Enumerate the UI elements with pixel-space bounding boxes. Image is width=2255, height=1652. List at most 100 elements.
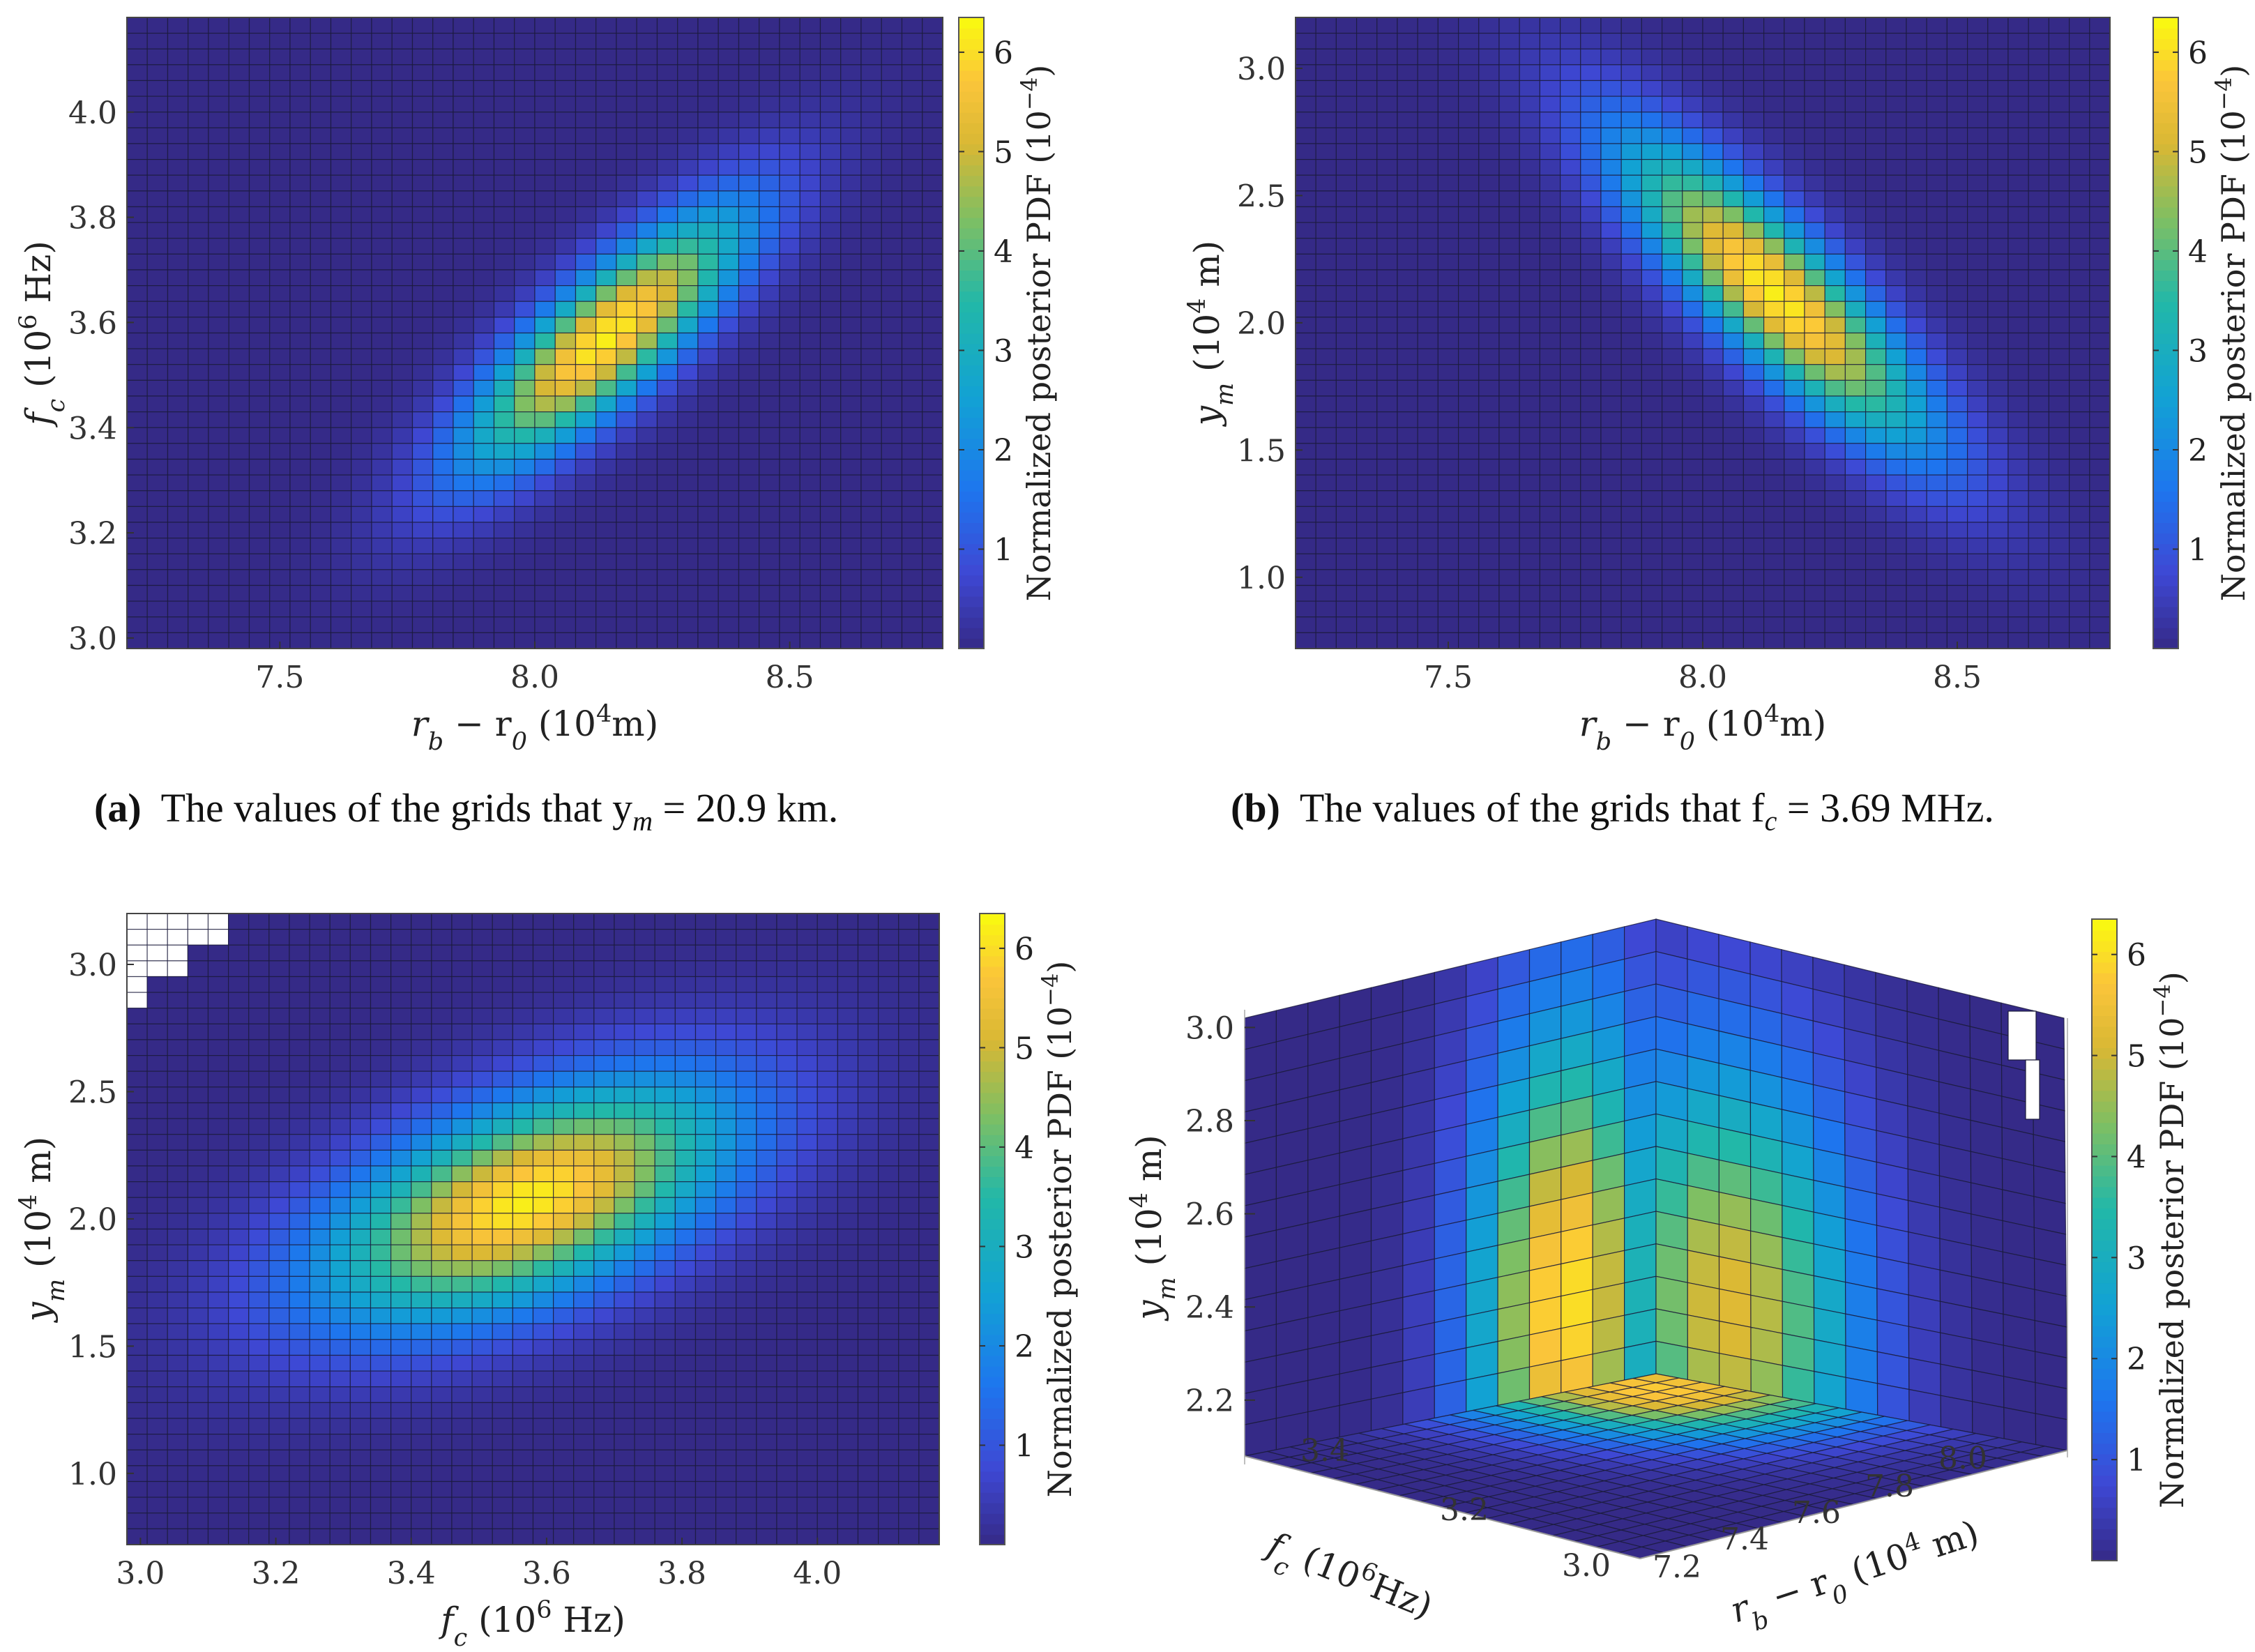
heatmap-cell: [1335, 222, 1358, 239]
heatmap-cell: [309, 1275, 331, 1293]
heatmap-cell: [738, 269, 760, 287]
heatmap-cell: [878, 1386, 899, 1403]
heatmap-cell: [837, 1354, 859, 1372]
heatmap-cell: [269, 269, 291, 287]
colorbar-band: [2153, 596, 2178, 607]
heatmap-cell: [738, 301, 760, 318]
heatmap-cell: [289, 913, 310, 930]
heatmap-cell: [330, 348, 352, 365]
heatmap-cell: [595, 332, 617, 349]
heatmap-cell: [512, 1181, 534, 1198]
heatmap-cell: [2007, 253, 2029, 271]
heatmap-cell: [391, 269, 413, 287]
heatmap-cell: [1539, 553, 1561, 570]
heatmap-cell: [453, 317, 474, 334]
heatmap-cell: [796, 944, 818, 962]
heatmap-cell: [881, 317, 903, 334]
heatmap-cell: [554, 522, 577, 539]
heatmap-cell: [349, 1244, 372, 1261]
heatmap-cell: [411, 474, 434, 492]
heatmap-cell: [167, 538, 189, 554]
heatmap-cell: [167, 411, 189, 428]
heatmap-cell: [1844, 553, 1867, 570]
heatmap-cell: [310, 96, 332, 113]
heatmap-cell: [573, 1055, 595, 1072]
heatmap-cell: [228, 538, 250, 554]
heatmap-cell: [310, 443, 332, 460]
heatmap-cell: [837, 1023, 859, 1040]
heatmap-cell: [573, 1354, 595, 1372]
heatmap-cell: [289, 1291, 310, 1309]
heatmap-cell: [799, 458, 821, 476]
heatmap-cell: [1600, 96, 1622, 113]
heatmap-cell: [857, 1513, 879, 1529]
heatmap-cell: [371, 522, 393, 539]
heatmap-cell: [1356, 364, 1378, 381]
heatmap-cell: [922, 474, 943, 492]
heatmap-cell: [616, 48, 637, 66]
heatmap-cell: [2007, 64, 2029, 82]
heatmap-cell: [918, 1070, 940, 1088]
colorbar-band: [959, 238, 984, 250]
heatmap-cell: [514, 506, 536, 523]
heatmap-cell: [614, 1039, 635, 1056]
heatmap-cell: [654, 1513, 676, 1529]
heatmap-cell: [1580, 364, 1602, 381]
heatmap-cell: [1376, 301, 1398, 318]
heatmap-cell: [674, 1465, 697, 1483]
heatmap-cell: [1742, 238, 1765, 255]
heatmap-cell: [534, 569, 556, 586]
heatmap-cell: [779, 490, 800, 507]
heatmap-cell: [1946, 269, 1968, 287]
heatmap-cell: [840, 206, 862, 223]
heatmap-cell: [776, 1434, 798, 1450]
heatmap-cell: [575, 379, 597, 397]
heatmap-cell: [718, 143, 740, 160]
heatmap-cell: [1376, 33, 1398, 50]
colorbar-band: [2153, 364, 2178, 376]
heatmap-cell: [1844, 269, 1867, 287]
heatmap-cell: [1722, 553, 1744, 570]
heatmap-cell: [228, 976, 250, 993]
heatmap-cell: [674, 1228, 697, 1245]
heatmap-cell: [1417, 411, 1438, 428]
heatmap-cell: [1335, 48, 1358, 66]
heatmap-cell: [575, 616, 597, 633]
heatmap-cell: [534, 522, 556, 539]
heatmap-cell: [1662, 159, 1683, 176]
heatmap-cell: [1702, 364, 1724, 381]
heatmap-cell: [187, 1228, 209, 1245]
heatmap-cell: [1498, 174, 1520, 192]
heatmap-cell: [654, 1086, 676, 1104]
heatmap-cell: [1885, 411, 1907, 428]
heatmap-cell: [654, 1418, 676, 1435]
heatmap-cell: [776, 960, 798, 978]
heatmap-cell: [453, 616, 474, 633]
heatmap-cell: [411, 222, 434, 239]
heatmap-cell: [1967, 332, 1989, 349]
heatmap-cell: [411, 1055, 432, 1072]
heatmap-cell: [431, 1418, 453, 1435]
heatmap-cell: [1560, 332, 1581, 349]
heatmap-cell: [146, 1434, 168, 1450]
heatmap-cell: [736, 1308, 757, 1324]
heatmap-cell: [1844, 159, 1867, 176]
heatmap-cell: [636, 301, 658, 318]
heatmap-cell: [473, 317, 495, 334]
heatmap-cell: [1844, 238, 1867, 255]
heatmap-cell: [310, 364, 332, 381]
heatmap-cell: [575, 79, 597, 97]
heatmap-cell: [329, 960, 351, 978]
heatmap-cell: [126, 332, 148, 349]
heatmap-cell: [453, 96, 474, 113]
heatmap-cell: [1926, 159, 1948, 176]
heatmap-cell: [514, 96, 536, 113]
heatmap-cell: [228, 1434, 250, 1450]
heatmap-cell: [819, 443, 842, 460]
heatmap-cell: [1763, 64, 1785, 82]
heatmap-cell: [2048, 474, 2070, 492]
heatmap-cell: [228, 1039, 250, 1056]
heatmap-cell: [269, 474, 291, 492]
heatmap-cell: [1437, 17, 1459, 34]
heatmap-cell: [167, 1480, 188, 1498]
